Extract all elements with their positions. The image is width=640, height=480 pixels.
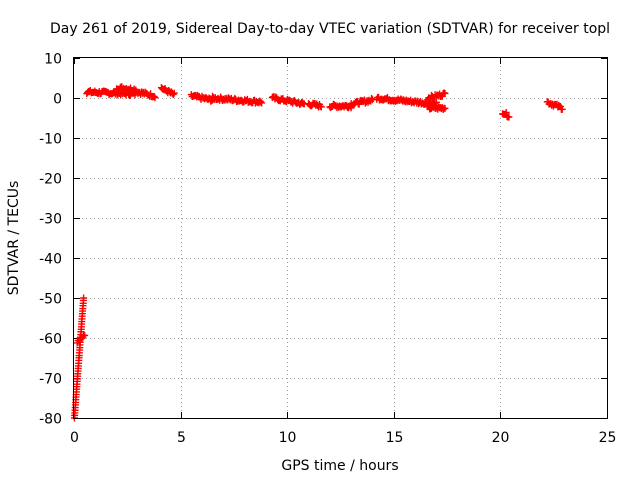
data-point xyxy=(317,103,325,111)
x-axis-label: GPS time / hours xyxy=(281,458,398,474)
chart-title: Day 261 of 2019, Sidereal Day-to-day VTE… xyxy=(50,21,610,37)
data-point xyxy=(169,90,177,98)
y-tick-label: -20 xyxy=(39,172,62,188)
data-point xyxy=(170,89,178,97)
y-tick-label: -30 xyxy=(39,212,62,228)
data-point xyxy=(502,108,510,116)
x-tick-label: 25 xyxy=(599,430,617,446)
data-point xyxy=(257,98,265,106)
data-point xyxy=(368,95,376,103)
x-tick-label: 0 xyxy=(70,430,79,446)
data-point xyxy=(441,89,449,97)
y-tick-label: -70 xyxy=(39,372,62,388)
y-axis-label: SDTVAR / TECUs xyxy=(6,181,22,296)
data-point xyxy=(258,99,266,107)
y-tick-label: 10 xyxy=(44,52,62,68)
x-tick-label: 5 xyxy=(177,430,186,446)
data-point xyxy=(150,92,158,100)
y-tick-label: -50 xyxy=(39,292,62,308)
data-point xyxy=(151,94,159,102)
data-point xyxy=(355,100,363,108)
x-tick-label: 15 xyxy=(386,430,404,446)
y-tick-label: -10 xyxy=(39,132,62,148)
y-axis-ticks: 10 0 -10 -20 -30 -40 -50 -60 -70 -80 xyxy=(39,52,607,428)
y-tick-label: -60 xyxy=(39,332,62,348)
data-point xyxy=(441,104,449,112)
data-point xyxy=(558,105,566,113)
data-points xyxy=(70,83,566,422)
y-tick-label: -80 xyxy=(39,412,62,428)
data-point xyxy=(81,331,89,339)
data-point xyxy=(80,294,88,302)
x-tick-label: 10 xyxy=(279,430,297,446)
grid-lines xyxy=(74,58,607,418)
y-tick-label: -40 xyxy=(39,252,62,268)
x-tick-label: 20 xyxy=(492,430,510,446)
data-point xyxy=(505,113,513,121)
x-axis-ticks: 0 5 10 15 20 25 xyxy=(70,58,616,446)
y-tick-label: 0 xyxy=(53,92,62,108)
plot-frame xyxy=(73,57,608,419)
